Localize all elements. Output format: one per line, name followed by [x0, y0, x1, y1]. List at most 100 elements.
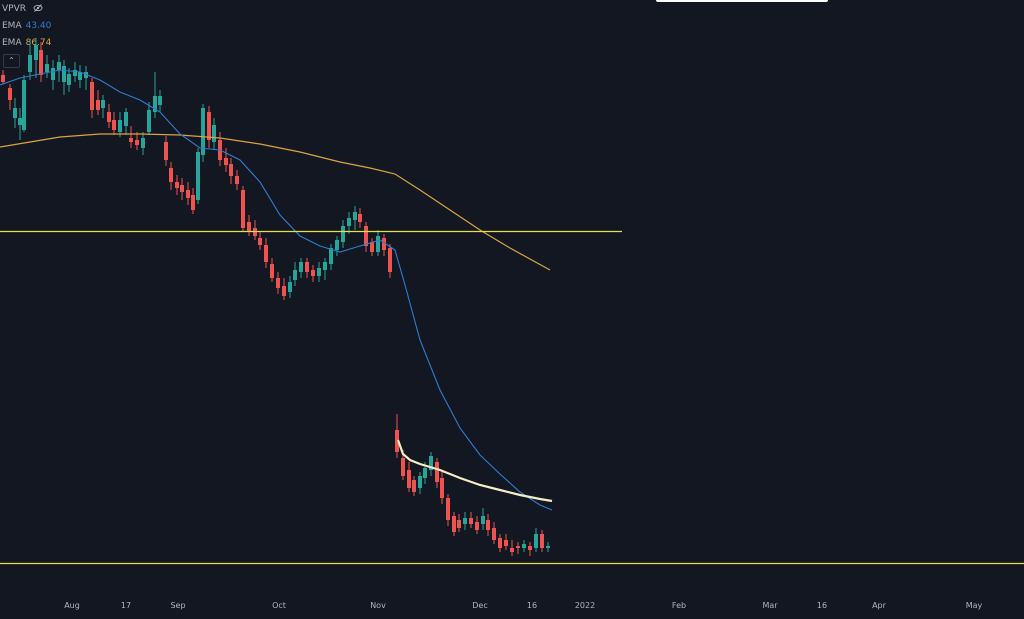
- candle-body: [229, 164, 233, 176]
- candle-body: [28, 55, 32, 72]
- candle-body: [191, 195, 195, 210]
- candle-body: [446, 498, 450, 520]
- candle-body: [57, 62, 61, 70]
- candle-body: [498, 538, 502, 548]
- candle-body: [546, 546, 550, 548]
- x-tick-label: Apr: [872, 601, 887, 610]
- candle-body: [370, 242, 374, 252]
- candle-body: [305, 262, 309, 272]
- x-tick-label: 2022: [575, 601, 595, 610]
- candle-body: [299, 262, 303, 272]
- candle-body: [452, 516, 456, 532]
- candle-body: [212, 125, 216, 142]
- candle-body: [282, 286, 286, 296]
- candle-body: [469, 518, 473, 524]
- candle-body: [96, 100, 100, 110]
- ema-fast-line: [0, 69, 553, 511]
- candle-body: [353, 212, 357, 220]
- candle-body: [247, 222, 251, 232]
- ema2-label: EMA: [2, 38, 22, 48]
- candle-body: [78, 72, 82, 80]
- candle-body: [45, 64, 49, 72]
- candle-body: [522, 544, 526, 548]
- candle-body: [158, 96, 162, 105]
- candle-body: [34, 45, 38, 60]
- candle-body: [73, 70, 77, 76]
- time-axis: Aug 17 Sep Oct Nov Dec 16 2022 Feb Mar 16 Apr May: [64, 601, 982, 610]
- candle-body: [258, 238, 262, 245]
- candle-body: [135, 140, 139, 145]
- x-tick-label: Sep: [170, 601, 185, 610]
- candle-body: [22, 80, 26, 130]
- ema-slow-line: [0, 133, 551, 271]
- candle-body: [235, 176, 239, 184]
- candle-body: [112, 120, 116, 130]
- candle-body: [241, 190, 245, 228]
- eye-slash-icon[interactable]: [33, 4, 43, 12]
- candle-body: [388, 248, 392, 272]
- candle-body: [118, 120, 122, 132]
- candle-body: [504, 540, 508, 546]
- candle-body: [175, 182, 179, 188]
- candle-body: [196, 152, 200, 200]
- candle-body: [90, 82, 94, 110]
- chevron-up-icon[interactable]: ⌃: [3, 54, 20, 68]
- candle-body: [382, 238, 386, 250]
- candle-body: [293, 270, 297, 280]
- candle-body: [317, 268, 321, 276]
- vpvr-label: VPVR: [2, 4, 26, 14]
- x-tick-label: Nov: [370, 601, 386, 610]
- candle-body: [84, 72, 88, 78]
- candle-body: [51, 68, 55, 80]
- top-input-box[interactable]: [656, 0, 828, 2]
- candle-body: [407, 470, 411, 488]
- candle-body: [358, 214, 362, 222]
- candle-body: [323, 262, 327, 270]
- candle-body: [492, 528, 496, 540]
- candle-body: [486, 520, 490, 530]
- ema-legend-1[interactable]: EMA 43.40: [2, 21, 51, 32]
- ema-legend-2[interactable]: EMA 86.74: [2, 38, 51, 49]
- candle-body: [129, 138, 133, 142]
- x-tick-label: Dec: [472, 601, 487, 610]
- x-tick-label: 16: [527, 601, 537, 610]
- x-tick-label: 17: [121, 601, 131, 610]
- candle-body: [270, 264, 274, 278]
- candle-body: [429, 456, 433, 470]
- candle-body: [423, 468, 427, 478]
- candle-body: [364, 226, 368, 246]
- candle-body: [67, 74, 71, 85]
- ema1-label: EMA: [2, 21, 22, 31]
- candle-body: [463, 518, 467, 524]
- candle-body: [540, 534, 544, 548]
- candle-body: [347, 218, 351, 226]
- candle-body: [510, 548, 514, 552]
- candle-body: [153, 96, 157, 112]
- candle-body: [224, 158, 228, 165]
- candle-body: [528, 546, 532, 550]
- candles-layer: [1, 38, 550, 556]
- x-tick-label: May: [966, 601, 983, 610]
- candle-body: [329, 248, 333, 264]
- candle-body: [107, 112, 111, 122]
- candle-body: [412, 480, 416, 492]
- candle-body: [169, 168, 173, 182]
- candle-body: [435, 462, 439, 482]
- candle-body: [124, 112, 128, 126]
- candle-body: [201, 108, 205, 155]
- ema2-value: 86.74: [25, 38, 52, 48]
- x-tick-label: 16: [817, 601, 827, 610]
- candle-body: [341, 226, 345, 242]
- candle-body: [264, 245, 268, 262]
- candle-body: [418, 476, 422, 488]
- vpvr-legend[interactable]: VPVR: [2, 4, 43, 15]
- ema1-value: 43.40: [25, 21, 52, 31]
- candle-body: [516, 546, 520, 548]
- candle-body: [180, 185, 184, 192]
- candle-body: [8, 88, 12, 100]
- candle-body: [164, 142, 168, 160]
- candle-body: [475, 522, 479, 530]
- candle-body: [207, 112, 211, 140]
- x-tick-label: Feb: [672, 601, 686, 610]
